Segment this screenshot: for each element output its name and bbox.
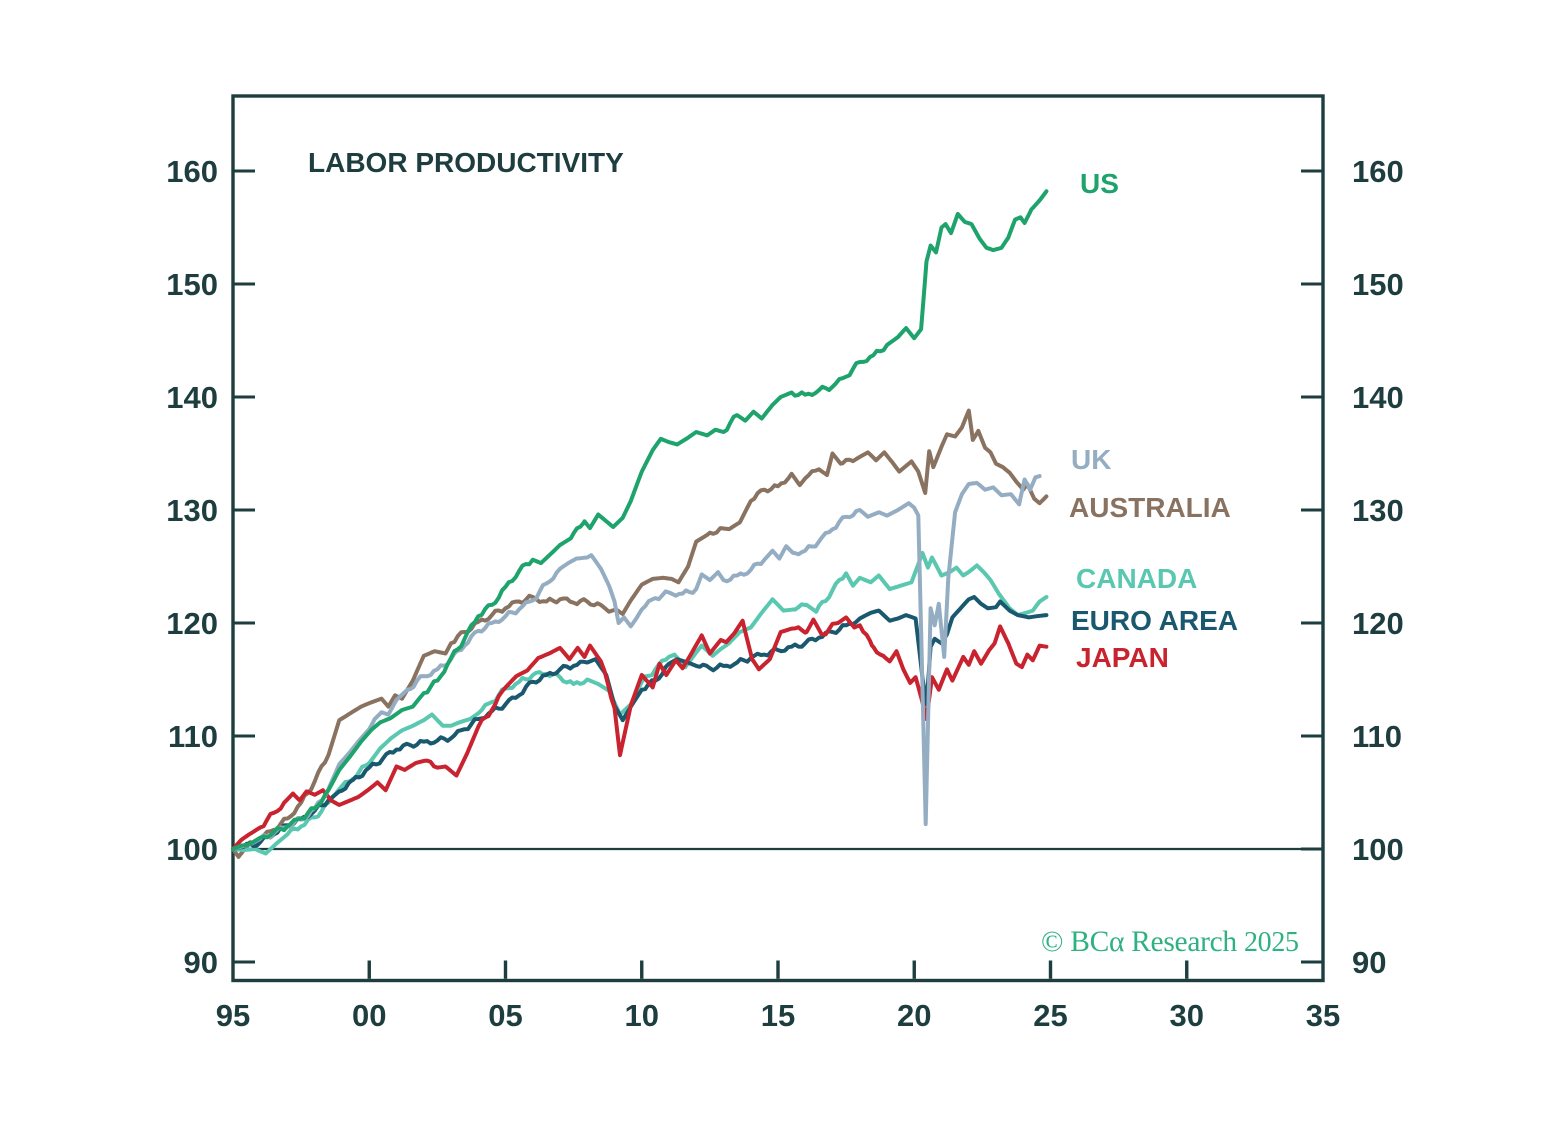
svg-text:90: 90: [1352, 945, 1386, 980]
svg-text:110: 110: [168, 719, 218, 754]
svg-text:120: 120: [1352, 606, 1404, 641]
svg-text:10: 10: [625, 998, 659, 1033]
svg-text:EURO AREA: EURO AREA: [1071, 605, 1238, 636]
svg-text:140: 140: [1352, 380, 1404, 415]
svg-text:120: 120: [166, 606, 218, 641]
svg-text:90: 90: [184, 945, 218, 980]
svg-text:150: 150: [1352, 267, 1404, 302]
svg-text:15: 15: [761, 998, 795, 1033]
svg-text:140: 140: [166, 380, 218, 415]
svg-text:35: 35: [1306, 998, 1340, 1033]
svg-text:© BCα Research 2025: © BCα Research 2025: [1041, 926, 1299, 958]
svg-text:05: 05: [488, 998, 522, 1033]
svg-text:160: 160: [166, 154, 218, 189]
svg-text:130: 130: [166, 493, 218, 528]
svg-text:US: US: [1080, 168, 1119, 199]
svg-text:130: 130: [1352, 493, 1404, 528]
svg-text:100: 100: [166, 832, 218, 867]
svg-text:95: 95: [216, 998, 250, 1033]
svg-text:30: 30: [1170, 998, 1204, 1033]
svg-text:UK: UK: [1071, 444, 1111, 475]
svg-text:JAPAN: JAPAN: [1076, 642, 1169, 673]
svg-text:150: 150: [166, 267, 218, 302]
svg-text:00: 00: [352, 998, 386, 1033]
svg-text:CANADA: CANADA: [1076, 563, 1197, 594]
svg-text:AUSTRALIA: AUSTRALIA: [1069, 492, 1231, 523]
svg-text:110: 110: [1352, 719, 1402, 754]
svg-text:25: 25: [1033, 998, 1067, 1033]
svg-text:20: 20: [897, 998, 931, 1033]
svg-text:LABOR PRODUCTIVITY: LABOR PRODUCTIVITY: [308, 147, 624, 178]
svg-text:160: 160: [1352, 154, 1404, 189]
svg-text:100: 100: [1352, 832, 1404, 867]
